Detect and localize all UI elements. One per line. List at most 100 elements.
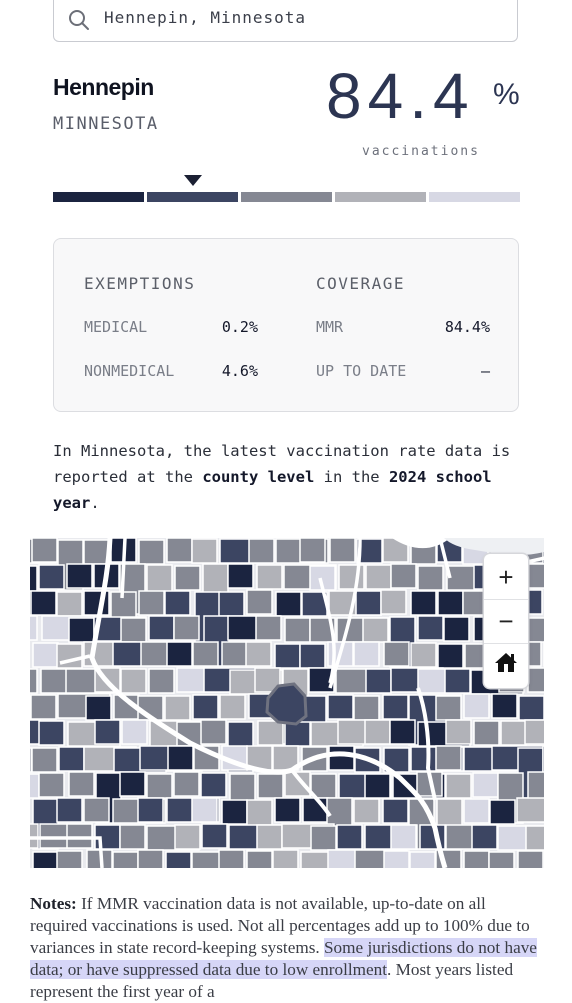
county-cell[interactable] xyxy=(299,538,326,563)
county-cell[interactable] xyxy=(166,538,193,563)
county-cell[interactable] xyxy=(353,641,380,667)
county-cell[interactable] xyxy=(192,641,219,667)
search-input[interactable] xyxy=(104,5,504,29)
county-cell[interactable] xyxy=(191,797,218,823)
county-cell[interactable] xyxy=(146,773,173,799)
county-cell[interactable] xyxy=(167,745,194,771)
county-cell[interactable] xyxy=(517,850,544,868)
county-cell[interactable] xyxy=(201,823,228,849)
county-cell[interactable] xyxy=(200,772,227,798)
county-cell[interactable] xyxy=(365,668,392,694)
county-cell[interactable] xyxy=(191,538,218,564)
county-cell[interactable] xyxy=(435,695,462,721)
county-cell[interactable] xyxy=(463,850,490,868)
county-cell[interactable] xyxy=(329,538,356,563)
county-cell[interactable] xyxy=(383,850,410,868)
county-cell[interactable] xyxy=(200,719,227,745)
county-cell[interactable] xyxy=(364,719,391,745)
county-cell[interactable] xyxy=(83,797,110,823)
county-cell[interactable] xyxy=(488,851,515,868)
county-cell[interactable] xyxy=(173,615,200,641)
county-cell[interactable] xyxy=(255,615,282,641)
county-cell[interactable] xyxy=(85,695,112,721)
county-cell[interactable] xyxy=(164,695,191,721)
county-cell[interactable] xyxy=(417,565,444,591)
county-cell[interactable] xyxy=(138,590,165,616)
county-cell[interactable] xyxy=(248,538,275,564)
county-cell[interactable] xyxy=(355,590,382,616)
county-cell[interactable] xyxy=(32,851,59,868)
county-cell[interactable] xyxy=(299,643,326,669)
county-cell[interactable] xyxy=(410,590,437,616)
county-cell[interactable] xyxy=(364,773,391,799)
county-cell[interactable] xyxy=(327,694,354,720)
county-cell[interactable] xyxy=(56,797,83,823)
county-cell[interactable] xyxy=(472,772,499,798)
county-cell[interactable] xyxy=(148,668,175,694)
county-cell[interactable] xyxy=(38,564,65,590)
county-cell[interactable] xyxy=(30,823,39,849)
county-cell[interactable] xyxy=(463,798,490,824)
county-cell[interactable] xyxy=(274,797,301,823)
county-cell[interactable] xyxy=(121,719,148,745)
county-cell[interactable] xyxy=(473,720,500,746)
county-cell[interactable] xyxy=(274,643,301,669)
county-cell[interactable] xyxy=(518,695,544,721)
reset-home-button[interactable] xyxy=(484,643,528,687)
county-cell[interactable] xyxy=(120,617,147,643)
county-cell[interactable] xyxy=(435,745,462,771)
county-cell[interactable] xyxy=(257,720,284,746)
county-cell[interactable] xyxy=(382,798,409,824)
county-cell[interactable] xyxy=(246,850,273,868)
county-cell[interactable] xyxy=(31,538,58,563)
county-cell[interactable] xyxy=(516,797,544,823)
county-cell[interactable] xyxy=(328,745,355,771)
county-cell[interactable] xyxy=(166,641,193,667)
county-cell[interactable] xyxy=(120,668,147,694)
county-cell[interactable] xyxy=(272,745,299,771)
county-cell[interactable] xyxy=(245,641,272,667)
county-cell[interactable] xyxy=(410,642,437,668)
county-cell[interactable] xyxy=(30,615,38,641)
county-cell[interactable] xyxy=(119,824,146,850)
county-cell[interactable] xyxy=(526,563,544,589)
county-cell[interactable] xyxy=(409,851,436,868)
zoom-out-button[interactable]: − xyxy=(498,605,514,636)
county-cell[interactable] xyxy=(390,824,417,850)
county-cell[interactable] xyxy=(174,565,201,591)
county-cell[interactable] xyxy=(445,773,472,799)
county-cell[interactable] xyxy=(527,667,544,693)
county-cell[interactable] xyxy=(353,695,380,721)
county-cell[interactable] xyxy=(362,617,389,643)
county-cell[interactable] xyxy=(246,589,273,615)
county-cell[interactable] xyxy=(165,851,192,868)
county-cell[interactable] xyxy=(275,591,302,617)
county-cell[interactable] xyxy=(257,773,284,799)
county-cell[interactable] xyxy=(66,823,93,849)
county-cell[interactable] xyxy=(83,539,110,565)
county-cell[interactable] xyxy=(525,825,544,851)
county-cell[interactable] xyxy=(445,719,472,745)
county-cell[interactable] xyxy=(192,694,219,720)
county-cell[interactable] xyxy=(310,825,337,851)
county-cell[interactable] xyxy=(525,617,544,643)
county-cell[interactable] xyxy=(221,799,248,825)
county-cell[interactable] xyxy=(219,694,246,720)
county-cell[interactable] xyxy=(30,747,32,773)
county-cell[interactable] xyxy=(38,772,65,798)
county-cell[interactable] xyxy=(58,746,85,772)
county-cell[interactable] xyxy=(137,849,164,868)
county-cell[interactable] xyxy=(437,643,464,669)
county-cell[interactable] xyxy=(68,617,95,643)
county-cell[interactable] xyxy=(353,798,380,824)
county-cell[interactable] xyxy=(383,641,410,667)
county-cell[interactable] xyxy=(382,694,409,720)
county-cell[interactable] xyxy=(38,720,65,746)
county-cell[interactable] xyxy=(138,539,165,565)
county-cell[interactable] xyxy=(463,693,490,719)
county-cell[interactable] xyxy=(284,617,311,643)
county-cell[interactable] xyxy=(227,563,254,589)
county-cell[interactable] xyxy=(30,590,57,616)
county-cell[interactable] xyxy=(365,564,392,590)
county-cell[interactable] xyxy=(471,824,498,850)
